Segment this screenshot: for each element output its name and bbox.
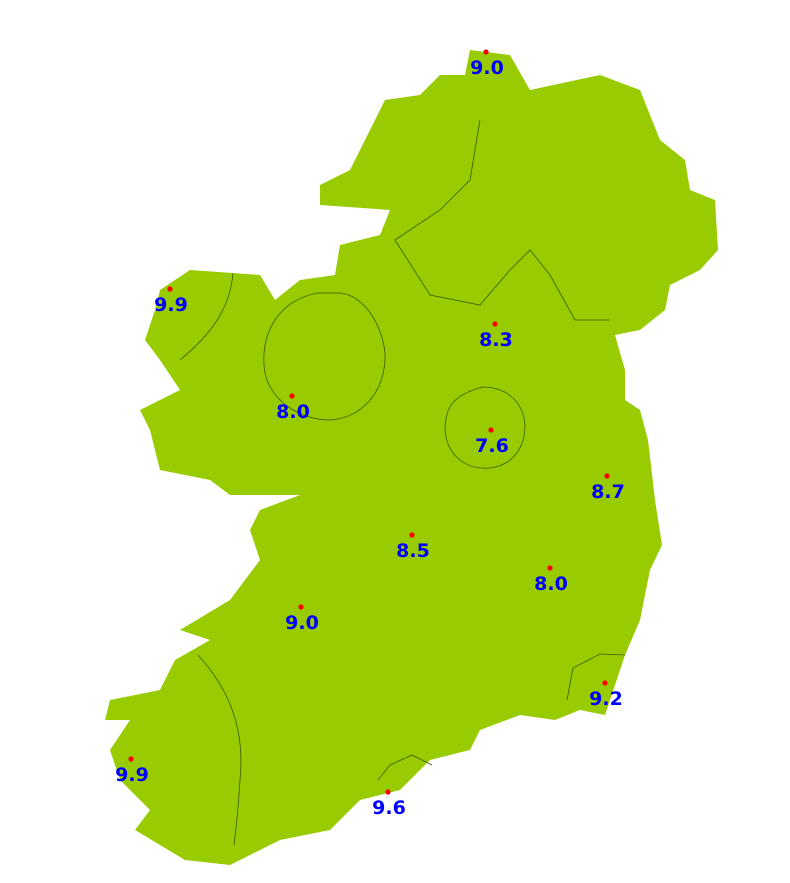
contour-south: [377, 754, 433, 781]
station-value-label: 9.0: [470, 57, 504, 79]
contour-northwest: [179, 272, 234, 361]
station-value-label: 9.0: [285, 612, 319, 634]
station-marker: [604, 473, 610, 479]
station-marker: [167, 286, 173, 292]
border-line: [394, 119, 610, 321]
station-marker: [492, 321, 498, 327]
station-layer: 9.0 9.9 8.3 8.0 7.6 8.7 8.5 8.0 9.0 9.2 9.9 9.6: [115, 49, 625, 819]
station-marker: [409, 532, 415, 538]
station-value-label: 9.2: [589, 688, 623, 710]
station-marker: [289, 393, 295, 399]
station-value-label: 8.3: [479, 329, 513, 351]
station-value-label: 8.0: [534, 573, 568, 595]
station-marker: [128, 756, 134, 762]
station-value-label: 9.9: [115, 764, 149, 786]
station-marker: [385, 789, 391, 795]
station-marker: [483, 49, 489, 55]
station-value-label: 8.0: [276, 401, 310, 423]
ireland-landmass: [105, 50, 718, 865]
station-value-label: 8.7: [591, 481, 625, 503]
station-marker: [602, 680, 608, 686]
station-marker: [488, 427, 494, 433]
contour-central: [444, 386, 526, 469]
contour-west: [263, 292, 386, 421]
contour-southeast: [566, 653, 626, 701]
station-value-label: 7.6: [475, 435, 509, 457]
contour-southwest: [197, 654, 242, 846]
station-value-label: 9.6: [372, 797, 406, 819]
station-value-label: 8.5: [396, 540, 430, 562]
station-marker: [547, 565, 553, 571]
contour-lines: [179, 119, 626, 846]
station-value-label: 9.9: [154, 294, 188, 316]
station-marker: [298, 604, 304, 610]
